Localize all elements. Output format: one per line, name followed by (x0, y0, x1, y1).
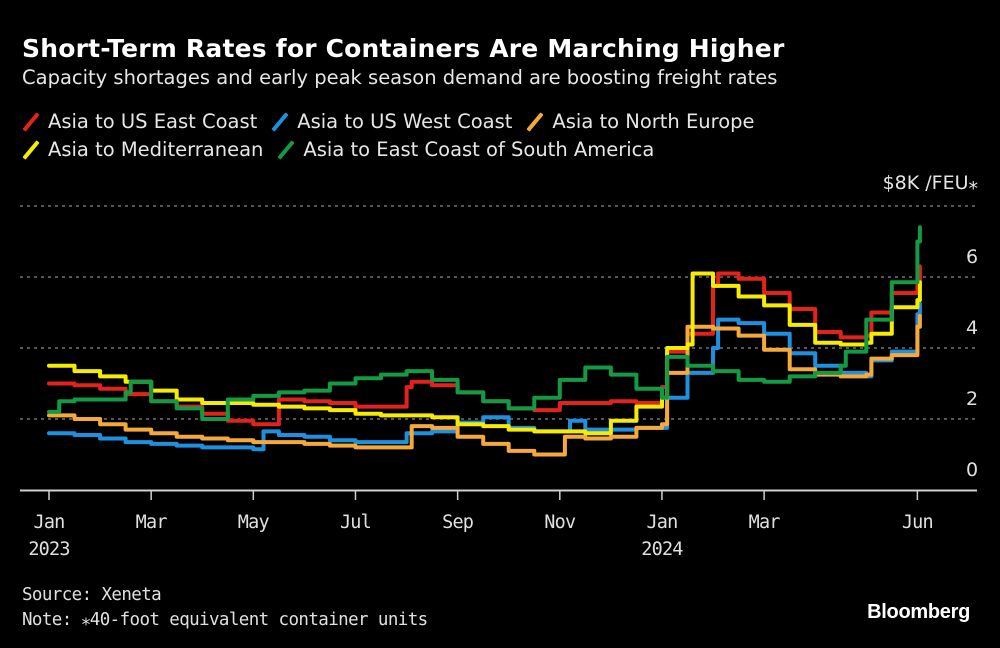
y-axis-ticks: 0 2 4 6 (966, 246, 978, 481)
legend-item-us-east-coast: Asia to US East Coast (22, 108, 257, 136)
series-line-asia-to-mediterranean (47, 271, 922, 436)
legend-item-north-europe: Asia to North Europe (526, 108, 754, 136)
y-tick-label: 0 (966, 459, 978, 481)
source-note: Source: Xeneta (22, 585, 162, 605)
x-axis: Jan 2023 Mar May Jul Sep Nov Jan 2024 Mar Jun (20, 489, 977, 560)
legend-label: Asia to East Coast of South America (303, 138, 655, 161)
x-tick-label: Jan (33, 512, 64, 533)
chart-subtitle: Capacity shortages and early peak season… (22, 66, 778, 89)
x-tick-label: Sep (442, 512, 474, 533)
x-tick-label: Mar (749, 512, 781, 533)
legend-label: Asia to Mediterranean (48, 138, 264, 161)
series-lines (47, 225, 922, 457)
legend-label: Asia to US East Coast (48, 110, 258, 133)
gridlines (20, 205, 977, 420)
legend: Asia to US East Coast Asia to US West Co… (22, 108, 769, 164)
series-line-asia-to-east-coast-of-south-america (47, 225, 922, 421)
legend-row-1: Asia to US East Coast Asia to US West Co… (22, 108, 769, 136)
legend-item-mediterranean: Asia to Mediterranean (22, 136, 263, 164)
x-tick-year-label: 2023 (28, 539, 69, 560)
legend-label: Asia to US West Coast (297, 110, 513, 133)
legend-item-east-coast-south-america: Asia to East Coast of South America (277, 136, 654, 164)
legend-label: Asia to North Europe (552, 110, 755, 133)
x-tick-label: Jun (902, 512, 933, 533)
x-tick-label: May (238, 512, 270, 533)
y-tick-label: 4 (966, 317, 978, 339)
x-tick-label: Mar (136, 512, 168, 533)
chart-title: Short-Term Rates for Containers Are Marc… (22, 34, 785, 63)
x-tick-year-label: 2024 (641, 539, 683, 560)
y-tick-label: 6 (966, 246, 978, 268)
x-tick-label: Nov (544, 512, 576, 533)
footer: Source: Xeneta Note: ⁎40-foot equivalent… (22, 583, 428, 633)
x-tick-label: Jan (646, 512, 677, 533)
y-tick-label: 2 (966, 388, 978, 410)
bloomberg-logo: Bloomberg (867, 601, 970, 623)
footnote: Note: ⁎40-foot equivalent container unit… (22, 610, 428, 630)
legend-item-us-west-coast: Asia to US West Coast (271, 108, 512, 136)
x-tick-label: Jul (340, 512, 371, 533)
y-axis-unit-label: $8K /FEU⁎ (882, 172, 978, 194)
legend-row-2: Asia to Mediterranean Asia to East Coast… (22, 136, 769, 164)
